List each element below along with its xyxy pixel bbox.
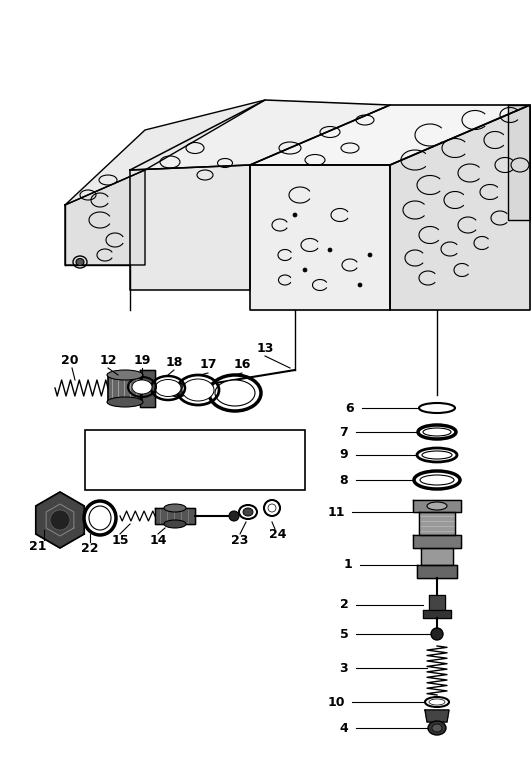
Ellipse shape (328, 248, 332, 252)
Polygon shape (36, 492, 84, 548)
Ellipse shape (107, 397, 143, 407)
Polygon shape (429, 595, 445, 610)
Polygon shape (413, 500, 461, 512)
Text: 20: 20 (61, 354, 79, 367)
Ellipse shape (368, 253, 372, 257)
Polygon shape (140, 370, 155, 407)
Text: 6: 6 (346, 402, 354, 415)
Polygon shape (390, 105, 530, 310)
Polygon shape (419, 512, 455, 535)
Ellipse shape (293, 213, 297, 217)
Text: 9: 9 (340, 448, 348, 461)
Ellipse shape (423, 428, 451, 436)
Polygon shape (425, 710, 449, 722)
Polygon shape (421, 548, 453, 565)
Text: 1: 1 (344, 559, 353, 572)
Ellipse shape (358, 283, 362, 287)
Text: 4: 4 (340, 721, 348, 734)
Ellipse shape (76, 259, 84, 266)
Ellipse shape (427, 502, 447, 510)
Text: 14: 14 (149, 533, 167, 546)
Ellipse shape (132, 380, 152, 394)
Polygon shape (423, 610, 451, 618)
Text: 22: 22 (81, 542, 99, 555)
Ellipse shape (268, 504, 276, 512)
Text: 18: 18 (165, 355, 183, 368)
Text: 12: 12 (99, 354, 117, 367)
Text: 2: 2 (340, 598, 348, 612)
Ellipse shape (229, 511, 239, 521)
Text: 16: 16 (233, 358, 251, 371)
Ellipse shape (420, 475, 454, 485)
Polygon shape (155, 508, 195, 524)
Polygon shape (250, 105, 530, 165)
Text: 17: 17 (199, 358, 217, 371)
Ellipse shape (155, 380, 181, 396)
Ellipse shape (215, 380, 255, 406)
Polygon shape (65, 100, 265, 205)
Polygon shape (417, 565, 457, 578)
Text: 21: 21 (29, 540, 47, 552)
Text: 19: 19 (133, 354, 151, 367)
Text: 15: 15 (112, 533, 129, 546)
Ellipse shape (89, 506, 111, 530)
Polygon shape (413, 535, 461, 548)
Ellipse shape (50, 510, 70, 530)
Polygon shape (250, 165, 390, 310)
Ellipse shape (428, 721, 446, 735)
Ellipse shape (182, 379, 214, 401)
Text: 23: 23 (232, 533, 249, 546)
Ellipse shape (243, 508, 253, 516)
Ellipse shape (303, 268, 307, 272)
Polygon shape (508, 105, 530, 220)
Ellipse shape (107, 370, 143, 380)
Text: 11: 11 (327, 505, 345, 518)
Polygon shape (130, 100, 390, 170)
Polygon shape (65, 170, 145, 265)
Text: 13: 13 (256, 342, 273, 355)
Text: 8: 8 (340, 473, 348, 486)
Ellipse shape (422, 451, 452, 459)
Text: 24: 24 (269, 528, 287, 542)
Text: 5: 5 (340, 628, 348, 641)
Ellipse shape (164, 504, 186, 512)
Ellipse shape (429, 699, 445, 705)
Text: 10: 10 (327, 696, 345, 708)
Polygon shape (108, 375, 142, 402)
Ellipse shape (431, 628, 443, 640)
Ellipse shape (432, 724, 442, 732)
Text: 7: 7 (340, 425, 348, 438)
Ellipse shape (164, 520, 186, 528)
Bar (85, 430, 305, 490)
Text: 3: 3 (340, 661, 348, 674)
Polygon shape (130, 165, 250, 290)
Ellipse shape (169, 383, 187, 397)
